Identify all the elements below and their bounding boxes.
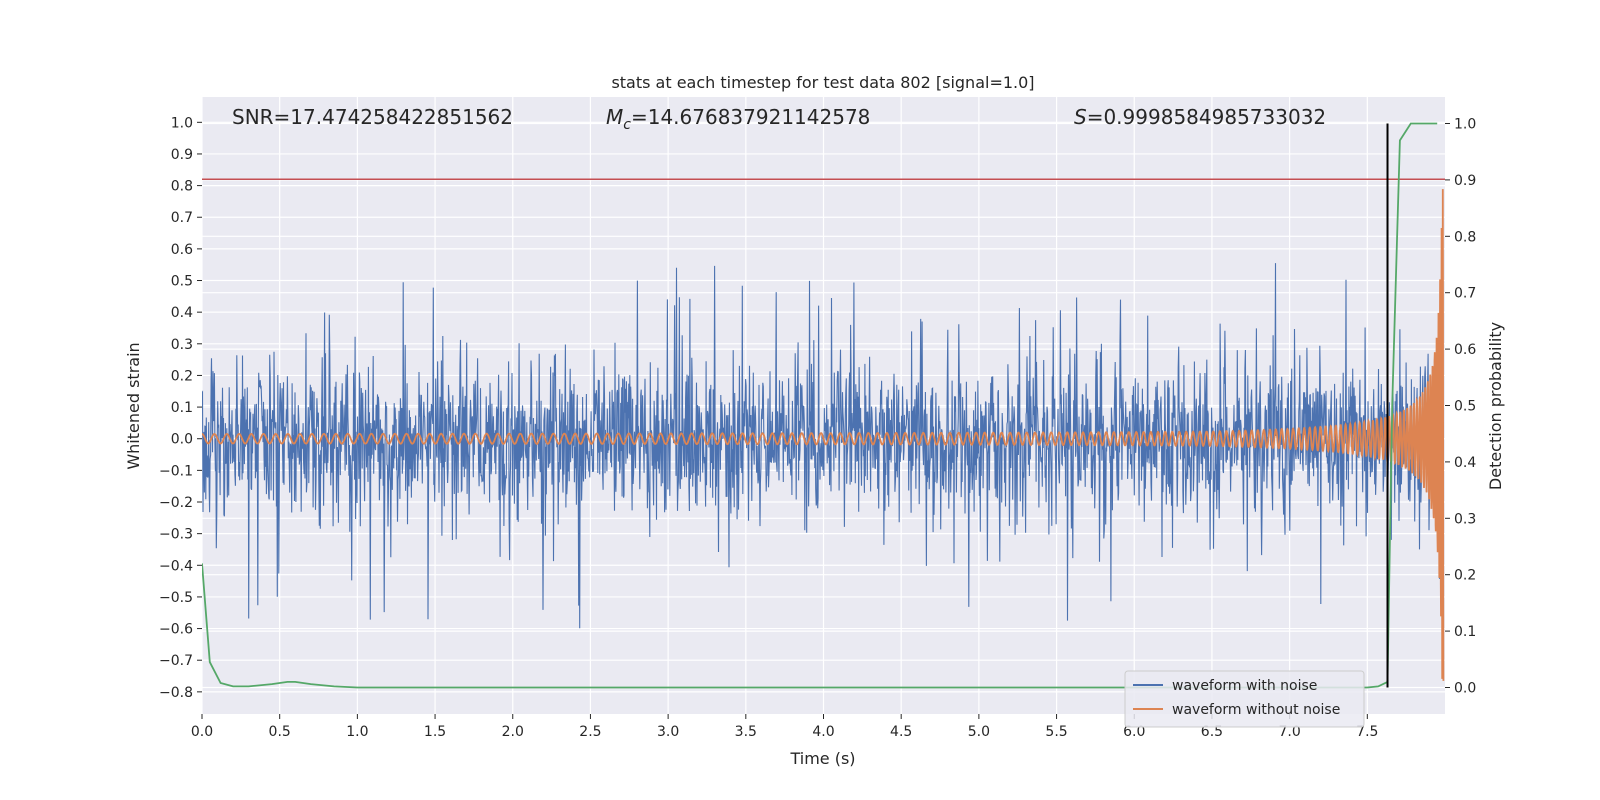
y-tick-label: 0.9 (171, 147, 193, 163)
x-tick-label: 2.5 (579, 724, 601, 740)
legend-label-noise: waveform with noise (1172, 678, 1317, 694)
y2-tick-label: 0.3 (1454, 511, 1476, 527)
y-tick-label: 0.7 (171, 210, 193, 226)
y-tick-label: −0.1 (159, 463, 193, 479)
series-detection-probability (202, 122, 1438, 689)
legend-label-clean: waveform without noise (1172, 702, 1340, 718)
x-tick-label: 7.5 (1356, 724, 1378, 740)
chart-title: stats at each timestep for test data 802… (611, 73, 1034, 92)
y-tick-label: 0.0 (171, 432, 193, 448)
x-tick-label: 6.0 (1123, 724, 1145, 740)
chirp-mass-symbol: M (606, 105, 623, 129)
detection-score-annotation: S=0.9998584985733032 (1074, 105, 1326, 129)
series-waveform-without-noise (202, 189, 1445, 681)
y-tick-label: −0.7 (159, 653, 193, 669)
y-tick-label: −0.3 (159, 527, 193, 543)
y-tick-label: 0.8 (171, 179, 193, 195)
x-tick-label: 5.0 (968, 724, 990, 740)
axes: 0.0 0.5 1.0 1.5 2.0 2.5 3.0 3.5 4.0 4.5 5.0 5.5 6.0 6… (159, 115, 1476, 740)
legend: waveform with noise waveform without noi… (1124, 670, 1365, 728)
detection-score-symbol: S (1074, 105, 1087, 129)
y-tick-label: 0.2 (171, 368, 193, 384)
y2-tick-label: 0.0 (1454, 680, 1476, 696)
y-tick-label: −0.5 (159, 590, 193, 606)
chirp-mass-annotation: Mc=14.676837921142578 (606, 105, 870, 133)
x-tick-label: 0.0 (191, 724, 213, 740)
y2-tick-label: 0.2 (1454, 568, 1476, 584)
y2-tick-label: 0.6 (1454, 342, 1476, 358)
y-tick-label: −0.8 (159, 685, 193, 701)
x-tick-label: 1.0 (346, 724, 368, 740)
y2-tick-label: 0.4 (1454, 455, 1476, 471)
y2-tick-label: 0.5 (1454, 399, 1476, 415)
y-tick-label: −0.4 (159, 558, 193, 574)
y-axis-label: Whitened strain (124, 342, 143, 469)
x-tick-label: 6.5 (1201, 724, 1223, 740)
x-tick-label: 2.0 (502, 724, 524, 740)
y2-tick-label: 0.1 (1454, 624, 1476, 640)
detection-score-value: =0.9998584985733032 (1087, 105, 1326, 129)
y-tick-label: 0.3 (171, 337, 193, 353)
y-tick-label: 0.5 (171, 274, 193, 290)
snr-annotation: SNR=17.474258422851562 (232, 105, 513, 129)
x-axis-label: Time (s) (789, 749, 855, 768)
y-tick-label: 1.0 (171, 115, 193, 131)
y-tick-label: −0.6 (159, 622, 193, 638)
x-tick-label: 3.5 (735, 724, 757, 740)
y-tick-label: 0.6 (171, 242, 193, 258)
x-tick-label: 7.0 (1278, 724, 1300, 740)
y2-tick-label: 0.9 (1454, 173, 1476, 189)
y2-tick-label: 1.0 (1454, 117, 1476, 133)
x-tick-label: 0.5 (269, 724, 291, 740)
x-tick-label: 5.5 (1045, 724, 1067, 740)
x-tick-label: 3.0 (657, 724, 679, 740)
x-tick-label: 1.5 (424, 724, 446, 740)
y2-tick-label: 0.8 (1454, 229, 1476, 245)
y2-tick-label: 0.7 (1454, 286, 1476, 302)
legend-box (1124, 670, 1365, 728)
x-tick-label: 4.0 (812, 724, 834, 740)
x-tick-label: 4.5 (890, 724, 912, 740)
y-tick-label: −0.2 (159, 495, 193, 511)
y-tick-label: 0.1 (171, 400, 193, 416)
y2-axis-label: Detection probability (1486, 322, 1505, 490)
y-tick-label: 0.4 (171, 305, 193, 321)
chirp-mass-subscript: c (623, 117, 631, 133)
chirp-mass-value: =14.676837921142578 (631, 105, 870, 129)
data-layer (202, 122, 1445, 689)
